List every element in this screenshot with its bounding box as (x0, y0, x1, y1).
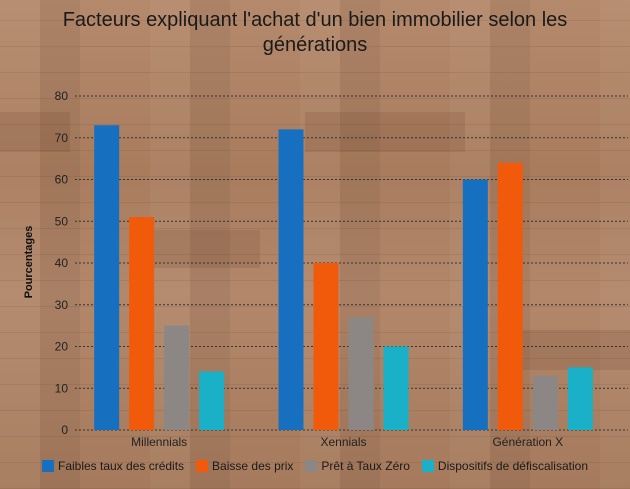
bar (462, 179, 488, 430)
legend-swatch (196, 460, 209, 472)
legend-label: Faibles taux des crédits (57, 459, 185, 473)
bar (164, 325, 190, 430)
legend-label: Baisse des prix (212, 459, 294, 473)
legend-label: Dispositifs de défiscalisation (437, 459, 588, 473)
y-tick-label: 40 (55, 256, 69, 270)
wood-plank-texture (140, 230, 260, 268)
bar (383, 346, 409, 430)
bar (348, 317, 374, 430)
chart-title-line-2: générations (262, 34, 368, 56)
legend-swatch (41, 460, 54, 472)
y-tick-label: 30 (55, 298, 69, 312)
legend-item[interactable]: Faibles taux des crédits (41, 459, 185, 473)
x-category-label: Millennials (131, 435, 187, 449)
y-tick-label: 0 (61, 423, 68, 437)
x-category-label: Xennials (320, 435, 366, 449)
wood-plank-texture (0, 112, 70, 152)
axes: 0 10 20 30 40 50 60 70 80 Millennials Xennials Géné… (55, 89, 564, 449)
bar (94, 125, 120, 430)
x-category-label: Génération X (492, 435, 563, 449)
legend-item[interactable]: Prêt à Taux Zéro (305, 459, 410, 473)
bar (278, 129, 304, 430)
y-tick-label: 20 (55, 340, 69, 354)
y-tick-label: 80 (55, 89, 69, 103)
y-tick-label: 60 (55, 173, 69, 187)
legend-label: Prêt à Taux Zéro (321, 459, 410, 473)
chart-title-line-1: Facteurs expliquant l'achat d'un bien im… (62, 9, 568, 31)
legend-item[interactable]: Dispositifs de défiscalisation (421, 459, 588, 473)
y-axis-label: Pourcentages (23, 226, 35, 299)
chart-legend: Faibles taux des crédits Baisse des prix P… (0, 459, 630, 473)
bar (532, 375, 558, 430)
y-tick-label: 70 (55, 131, 69, 145)
bar (313, 263, 339, 430)
y-tick-label: 50 (55, 214, 69, 228)
legend-swatch (421, 460, 434, 472)
bar (199, 371, 225, 430)
bars (94, 125, 593, 431)
y-tick-label: 10 (55, 381, 69, 395)
legend-item[interactable]: Baisse des prix (196, 459, 293, 473)
bar (497, 162, 523, 431)
legend-swatch (305, 460, 318, 472)
bar (567, 367, 593, 430)
bar (129, 217, 155, 430)
wood-plank-texture (305, 112, 465, 152)
chart-title: Facteurs expliquant l'achat d'un bien im… (0, 8, 630, 58)
